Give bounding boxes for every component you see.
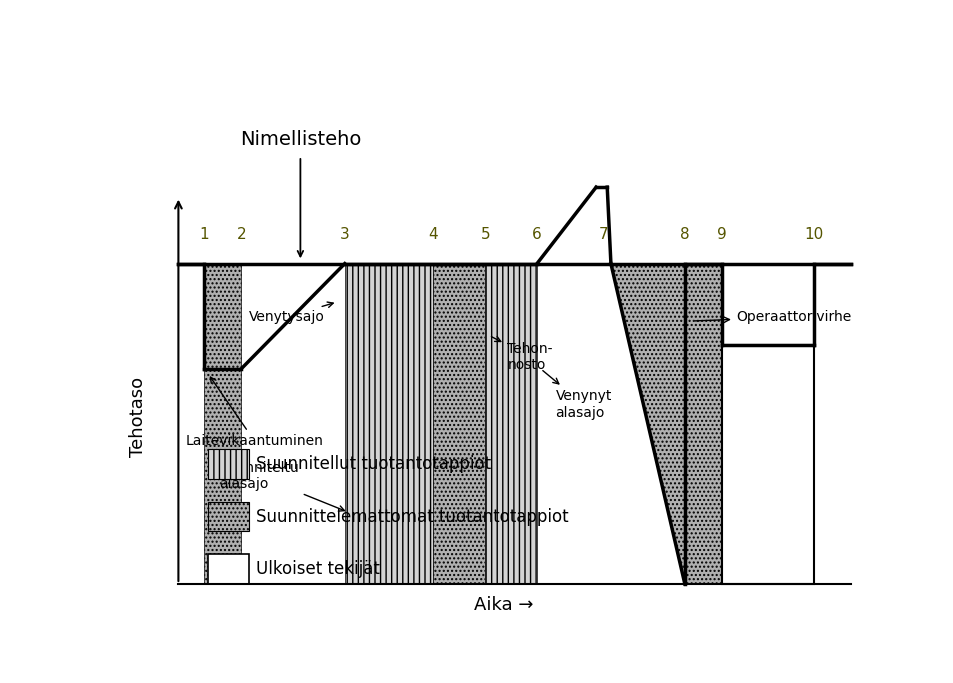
- Text: Ulkoiset tekijät: Ulkoiset tekijät: [255, 560, 379, 578]
- Text: 3: 3: [339, 227, 349, 242]
- Text: 1: 1: [199, 227, 209, 242]
- Text: 7: 7: [598, 227, 608, 242]
- Polygon shape: [344, 264, 433, 584]
- Text: Venynyt
alasajo: Venynyt alasajo: [542, 371, 611, 419]
- Text: Laitevikaantuminen: Laitevikaantuminen: [186, 377, 323, 448]
- Text: Suunniteltu
alasajo: Suunniteltu alasajo: [219, 461, 344, 511]
- Polygon shape: [721, 345, 813, 584]
- Polygon shape: [485, 264, 537, 584]
- Text: 2: 2: [236, 227, 246, 242]
- Text: Suunnitellut tuotantotappiot: Suunnitellut tuotantotappiot: [255, 455, 491, 473]
- Text: 6: 6: [532, 227, 541, 242]
- Polygon shape: [610, 264, 684, 584]
- Bar: [208, 555, 249, 584]
- Text: 9: 9: [717, 227, 726, 242]
- Text: Tehotaso: Tehotaso: [129, 376, 147, 457]
- Text: Nimellisteho: Nimellisteho: [239, 130, 360, 149]
- Text: Operaattorivirhe: Operaattorivirhe: [695, 310, 851, 324]
- Bar: [208, 449, 249, 479]
- Text: Suunnittelemattomat tuotantotappiot: Suunnittelemattomat tuotantotappiot: [255, 507, 568, 525]
- Bar: [208, 502, 249, 531]
- Polygon shape: [684, 264, 721, 584]
- Text: 8: 8: [679, 227, 689, 242]
- Text: Aika →: Aika →: [474, 596, 533, 614]
- Text: 4: 4: [428, 227, 437, 242]
- Polygon shape: [433, 264, 485, 584]
- Polygon shape: [204, 264, 241, 584]
- Text: 10: 10: [803, 227, 823, 242]
- Text: Tehon-
nosto: Tehon- nosto: [491, 337, 553, 372]
- Text: 5: 5: [480, 227, 490, 242]
- Text: Venytysajo: Venytysajo: [249, 302, 333, 324]
